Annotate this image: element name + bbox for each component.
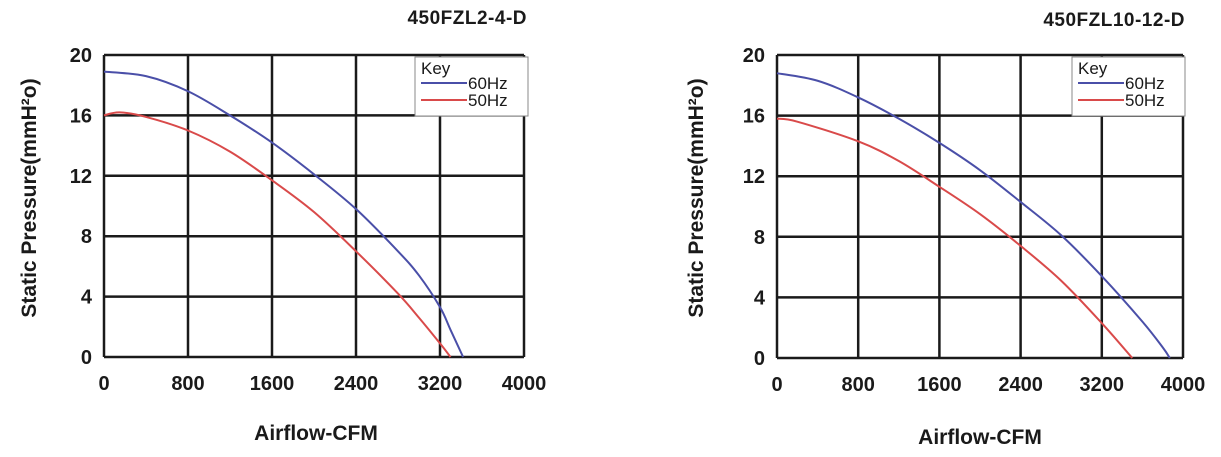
x-tick-label: 1600 bbox=[917, 374, 962, 396]
series-line-50hz bbox=[776, 117, 1134, 359]
x-tick-label: 4000 bbox=[502, 373, 547, 395]
y-tick-label: 16 bbox=[70, 105, 92, 127]
chart-title: 450FZL2-4-D bbox=[407, 8, 527, 29]
y-tick-label: 12 bbox=[70, 166, 92, 188]
x-axis-label: Airflow-CFM bbox=[254, 422, 378, 445]
chart-svg-left: 450FZL2-4-D 0 800 1600 2400 3200 4000 0 4 8 12 16 20… bbox=[18, 8, 547, 445]
chart-450fzl2: 450FZL2-4-D 0 800 1600 2400 3200 4000 0 4 8 12 16 20… bbox=[0, 0, 600, 457]
series-line-50hz bbox=[103, 111, 452, 358]
series-line-60hz bbox=[776, 72, 1171, 359]
series-line-60hz bbox=[103, 70, 465, 358]
legend-title: Key bbox=[421, 59, 451, 78]
legend-box bbox=[1071, 56, 1186, 117]
x-tick-label: 4000 bbox=[1161, 374, 1206, 396]
y-tick-label: 20 bbox=[743, 45, 765, 67]
x-tick-label: 2400 bbox=[998, 374, 1043, 396]
chart-450fzl10: 450FZL10-12-D 0 800 1600 2400 3200 4000 0 4 8 12 16… bbox=[665, 0, 1221, 457]
x-axis-label: Airflow-CFM bbox=[918, 426, 1042, 449]
y-tick-label: 12 bbox=[743, 166, 765, 188]
y-tick-label: 8 bbox=[81, 226, 92, 248]
y-tick-label: 8 bbox=[754, 227, 765, 249]
x-tick-label: 1600 bbox=[250, 373, 295, 395]
legend-label-50hz: 50Hz bbox=[468, 91, 508, 110]
x-tick-label: 800 bbox=[842, 374, 875, 396]
legend-label-60hz: 60Hz bbox=[468, 74, 508, 93]
x-tick-label: 800 bbox=[171, 373, 204, 395]
x-tick-label: 3200 bbox=[1080, 374, 1125, 396]
y-axis-label: Static Pressure(mmH²o) bbox=[18, 78, 41, 317]
x-tick-label: 3200 bbox=[418, 373, 463, 395]
chart-title: 450FZL10-12-D bbox=[1043, 10, 1185, 31]
legend-title: Key bbox=[1078, 59, 1108, 78]
y-tick-label: 16 bbox=[743, 106, 765, 128]
y-tick-label: 0 bbox=[81, 347, 92, 369]
x-tick-label: 2400 bbox=[334, 373, 379, 395]
legend-label-60hz: 60Hz bbox=[1125, 74, 1165, 93]
chart-svg-right: 450FZL10-12-D 0 800 1600 2400 3200 4000 0 4 8 12 16… bbox=[685, 10, 1206, 449]
y-axis-label: Static Pressure(mmH²o) bbox=[685, 78, 708, 317]
x-tick-label: 0 bbox=[98, 373, 109, 395]
x-tick-label: 0 bbox=[771, 374, 782, 396]
y-tick-label: 4 bbox=[81, 287, 93, 309]
y-tick-label: 20 bbox=[70, 45, 92, 67]
y-tick-label: 4 bbox=[754, 287, 766, 309]
legend-label-50hz: 50Hz bbox=[1125, 91, 1165, 110]
legend-box bbox=[414, 56, 529, 117]
y-tick-label: 0 bbox=[754, 348, 765, 370]
